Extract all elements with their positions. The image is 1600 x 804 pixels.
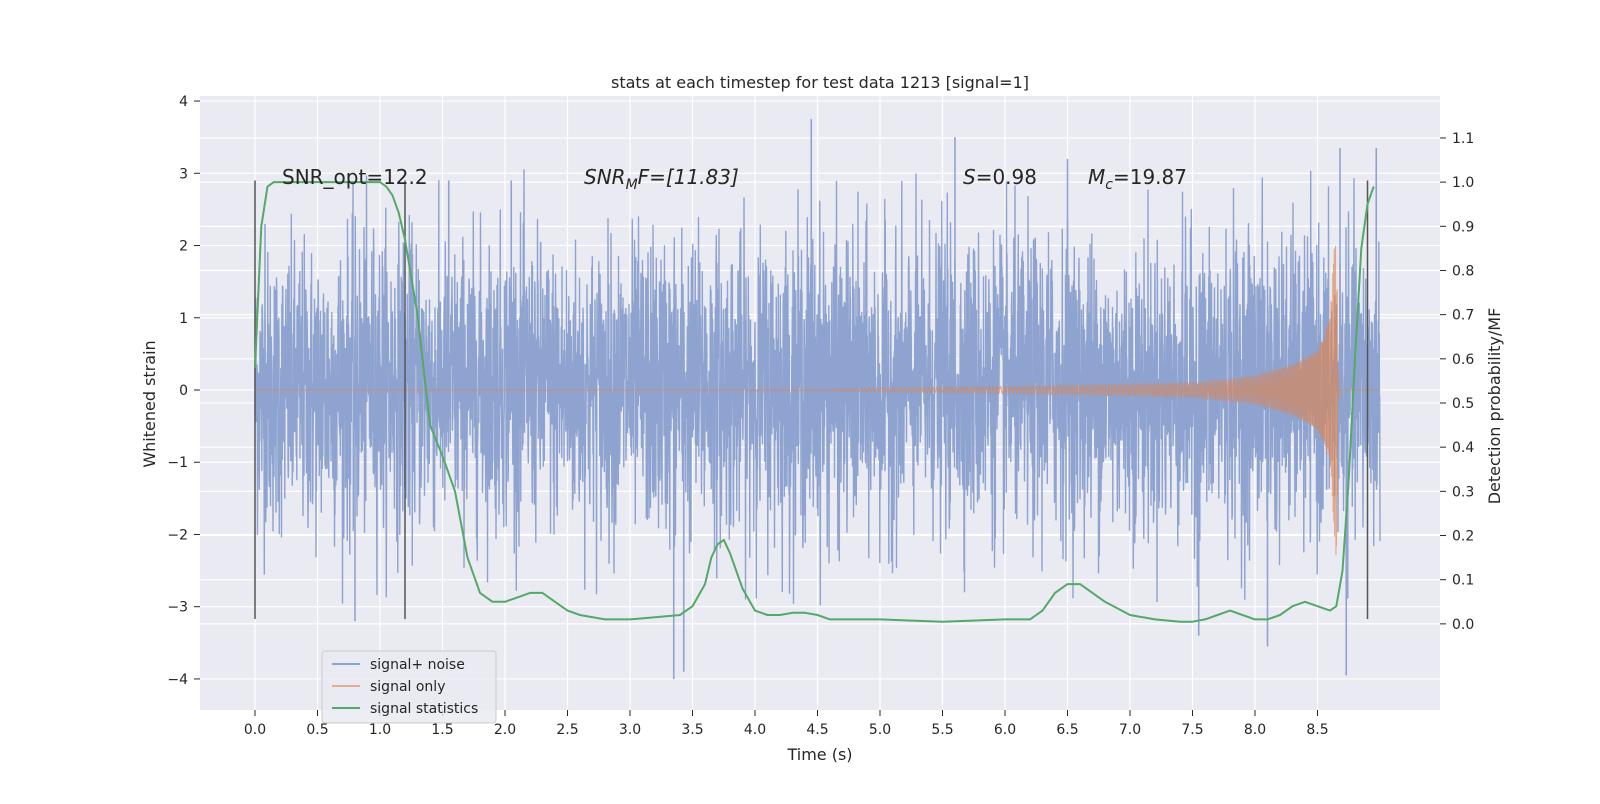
annotation-mc-sub: c xyxy=(1105,177,1113,193)
legend-label-signal-noise: signal+ noise xyxy=(370,657,465,673)
y-tick-label: −3 xyxy=(167,600,188,616)
annotation-mc-main: M xyxy=(1088,165,1105,189)
x-tick-label: 8.0 xyxy=(1244,722,1266,738)
x-tick-label: 3.0 xyxy=(619,722,641,738)
annotation-snr-mf-main: SNR xyxy=(584,165,626,189)
x-axis-title: Time (s) xyxy=(786,745,852,764)
x-tick-label: 1.0 xyxy=(369,722,391,738)
y-axis-title: Whitened strain xyxy=(140,340,159,467)
signal-noise-line xyxy=(254,169,1381,606)
x-tick-label: 1.5 xyxy=(431,722,453,738)
x-tick-label: 5.0 xyxy=(869,722,891,738)
x-tick-label: 2.5 xyxy=(556,722,578,738)
x-tick-label: 0.0 xyxy=(244,722,266,738)
right-axis-ticks: 0.0 0.1 0.2 0.3 0.4 0.5 0.6 0.7 0.8 0.9 1.0 1.1 xyxy=(1440,131,1474,633)
signal-statistics-series xyxy=(254,181,1375,623)
y-axis-right-title: Detection probability/MF xyxy=(1485,308,1504,505)
legend: signal+ noise signal only signal statist… xyxy=(321,650,497,724)
signal-only-series xyxy=(255,245,1380,555)
annotation-s-rest: =0.98 xyxy=(976,165,1037,189)
y-tick-label: 0 xyxy=(179,383,188,399)
y-right-tick-label: 0.5 xyxy=(1452,396,1474,412)
signal-statistics-line xyxy=(254,181,1375,623)
plot-title: stats at each timestep for test data 121… xyxy=(611,73,1029,92)
signal-noise-series xyxy=(254,119,1381,679)
legend-label-signal-statistics: signal statistics xyxy=(370,701,478,717)
x-tick-label: 5.5 xyxy=(931,722,953,738)
y-right-tick-label: 0.1 xyxy=(1452,573,1474,589)
y-right-tick-label: 1.0 xyxy=(1452,175,1474,191)
annotation-s-main: S xyxy=(963,165,976,189)
y-right-tick-label: 0.3 xyxy=(1452,484,1474,500)
y-tick-label: −2 xyxy=(167,527,188,543)
y-right-tick-label: 0.4 xyxy=(1452,440,1474,456)
x-tick-label: 2.0 xyxy=(494,722,516,738)
y-right-tick-label: 0.2 xyxy=(1452,529,1474,545)
y-tick-label: −1 xyxy=(167,455,188,471)
y-right-tick-label: 0.6 xyxy=(1452,352,1474,368)
annotation-snr-opt: SNR_opt=12.2 xyxy=(282,165,428,189)
x-tick-label: 0.5 xyxy=(306,722,328,738)
annotation-snr-mf-sub: M xyxy=(626,177,638,193)
y-tick-label: 4 xyxy=(179,94,188,110)
left-axis-ticks: −4 −3 −2 −1 0 1 2 3 4 xyxy=(167,94,200,688)
y-right-tick-label: 0.0 xyxy=(1452,617,1474,633)
x-tick-label: 3.5 xyxy=(681,722,703,738)
x-tick-label: 8.5 xyxy=(1306,722,1328,738)
legend-label-signal-only: signal only xyxy=(370,679,445,695)
x-tick-label: 6.0 xyxy=(994,722,1016,738)
annotation-snr-mf: SNRMF=[11.83] xyxy=(584,165,739,193)
x-axis-ticks: 0.0 0.5 1.0 1.5 2.0 2.5 3.0 3.5 4.0 4.5 5.0 5.5 6.0 6… xyxy=(244,710,1329,738)
y-right-tick-label: 0.7 xyxy=(1452,308,1474,324)
x-tick-label: 4.0 xyxy=(744,722,766,738)
y-right-tick-label: 1.1 xyxy=(1452,131,1474,147)
y-right-tick-label: 0.8 xyxy=(1452,263,1474,279)
y-tick-label: −4 xyxy=(167,672,188,688)
x-tick-label: 7.5 xyxy=(1181,722,1203,738)
y-tick-label: 2 xyxy=(179,239,188,255)
annotation-s: S=0.98 xyxy=(963,165,1037,189)
x-tick-label: 6.5 xyxy=(1056,722,1078,738)
legend-box xyxy=(321,650,497,724)
x-tick-label: 4.5 xyxy=(806,722,828,738)
annotation-snr-mf-rest: F=[11.83] xyxy=(638,165,739,189)
annotation-mc: Mc=19.87 xyxy=(1088,165,1187,193)
x-tick-label: 7.0 xyxy=(1119,722,1141,738)
y-right-tick-label: 0.9 xyxy=(1452,219,1474,235)
annotation-mc-rest: =19.87 xyxy=(1113,165,1187,189)
vertical-markers xyxy=(254,180,1369,619)
y-tick-label: 1 xyxy=(179,311,188,327)
y-tick-label: 3 xyxy=(179,166,188,182)
signal-only-line xyxy=(255,245,1380,555)
